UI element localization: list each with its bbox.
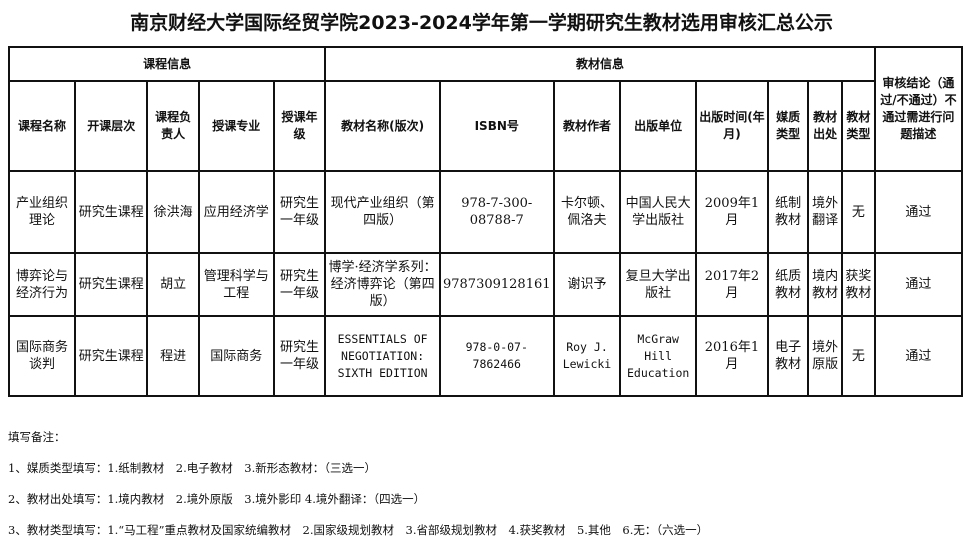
table-cell: ESSENTIALS OF NEGOTIATION: SIXTH EDITION <box>324 315 441 397</box>
group-textbook-info: 教材信息 <box>324 46 876 82</box>
group-course-info: 课程信息 <box>7 46 327 82</box>
table-cell: 2009年1月 <box>694 170 770 254</box>
table-cell: 2017年2月 <box>694 252 770 317</box>
column-header: 教材出处 <box>807 80 843 172</box>
table-cell: 现代产业组织（第四版） <box>324 170 441 254</box>
table-cell: 徐洪海 <box>146 170 200 254</box>
group-review-conclusion: 审核结论（通过/不通过）不通过需进行问题描述 <box>873 46 963 172</box>
table-cell: 博弈论与经济行为 <box>8 252 76 317</box>
column-header: 开课层次 <box>73 80 149 172</box>
table-cell: 研究生课程 <box>73 170 149 254</box>
table-cell: 研究生一年级 <box>272 252 327 317</box>
table-cell: 通过 <box>873 170 963 254</box>
page-title: 南京财经大学国际经贸学院2023-2024学年第一学期研究生教材选用审核汇总公示 <box>130 12 833 34</box>
table-cell: 卡尔顿、佩洛夫 <box>552 170 622 254</box>
table-cell: 境外翻译 <box>807 170 843 254</box>
table-cell: 2016年1月 <box>694 315 770 397</box>
table-cell: 纸制教材 <box>767 170 810 254</box>
table-cell: 博学·经济学系列：经济博弈论（第四版） <box>324 252 441 317</box>
table-cell: 中国人民大学出版社 <box>619 170 697 254</box>
column-header: 授课年级 <box>272 80 327 172</box>
column-header: 课程名称 <box>8 80 76 172</box>
review-table: 课程信息 教材信息 审核结论（通过/不通过）不通过需进行问题描述 课程名称 开课层… <box>7 46 963 397</box>
table-cell: 研究生一年级 <box>272 315 327 397</box>
table-cell: 无 <box>840 170 876 254</box>
table-cell: 国际商务谈判 <box>8 315 76 397</box>
table-row: 博弈论与经济行为 研究生课程 胡立 管理科学与工程 研究生一年级 博学·经济学系列：经济博… <box>8 252 963 317</box>
table-row: 国际商务谈判 研究生课程 程进 国际商务 研究生一年级 ESSENTIALS OF NEG… <box>8 315 963 397</box>
note-line: 3、教材类型填写：1.“马工程”重点教材及国家统编教材 2.国家级规划教材 3.… <box>8 522 709 537</box>
column-header: ISBN号 <box>438 80 555 172</box>
table-cell: 管理科学与工程 <box>197 252 275 317</box>
table-cell: 研究生课程 <box>73 315 149 397</box>
column-header: 出版单位 <box>619 80 697 172</box>
table-cell: 境外原版 <box>807 315 843 397</box>
fill-notes: 填写备注： 1、媒质类型填写：1.纸制教材 2.电子教材 3.新形态教材：（三选… <box>8 414 708 554</box>
table-cell: 电子教材 <box>767 315 810 397</box>
note-line: 2、教材出处填写：1.境内教材 2.境外原版 3.境外影印 4.境外翻译：（四选… <box>8 491 426 506</box>
table-cell: 应用经济学 <box>197 170 275 254</box>
table-cell: 研究生课程 <box>73 252 149 317</box>
table-cell: 无 <box>840 315 876 397</box>
column-header: 授课专业 <box>197 80 275 172</box>
table-cell: Roy J. Lewicki <box>552 315 622 397</box>
table-cell: 9787309128161 <box>438 252 555 317</box>
table-cell: 通过 <box>873 252 963 317</box>
table-cell: 谢识予 <box>552 252 622 317</box>
column-header: 教材作者 <box>552 80 622 172</box>
table-cell: 获奖教材 <box>840 252 876 317</box>
note-line: 填写备注： <box>8 429 66 444</box>
table-cell: 复旦大学出版社 <box>619 252 697 317</box>
table-cell: 胡立 <box>146 252 200 317</box>
table-cell: 境内教材 <box>807 252 843 317</box>
note-line: 1、媒质类型填写：1.纸制教材 2.电子教材 3.新形态教材：（三选一） <box>8 460 376 475</box>
table-cell: 产业组织理论 <box>8 170 76 254</box>
table-cell: 国际商务 <box>197 315 275 397</box>
table-cell: 978-7-300-08788-7 <box>438 170 555 254</box>
table-cell: 程进 <box>146 315 200 397</box>
column-header: 课程负责人 <box>146 80 200 172</box>
table-cell: 通过 <box>873 315 963 397</box>
table-cell: 978-0-07-7862466 <box>438 315 555 397</box>
column-header: 媒质类型 <box>767 80 810 172</box>
column-header: 教材名称(版次) <box>324 80 441 172</box>
column-header: 教材类型 <box>840 80 876 172</box>
table-cell: 研究生一年级 <box>272 170 327 254</box>
table-row: 产业组织理论 研究生课程 徐洪海 应用经济学 研究生一年级 现代产业组织（第四版） 978-… <box>8 170 963 254</box>
table-cell: McGraw Hill Education <box>619 315 697 397</box>
column-header: 出版时间(年月) <box>694 80 770 172</box>
table-cell: 纸质教材 <box>767 252 810 317</box>
